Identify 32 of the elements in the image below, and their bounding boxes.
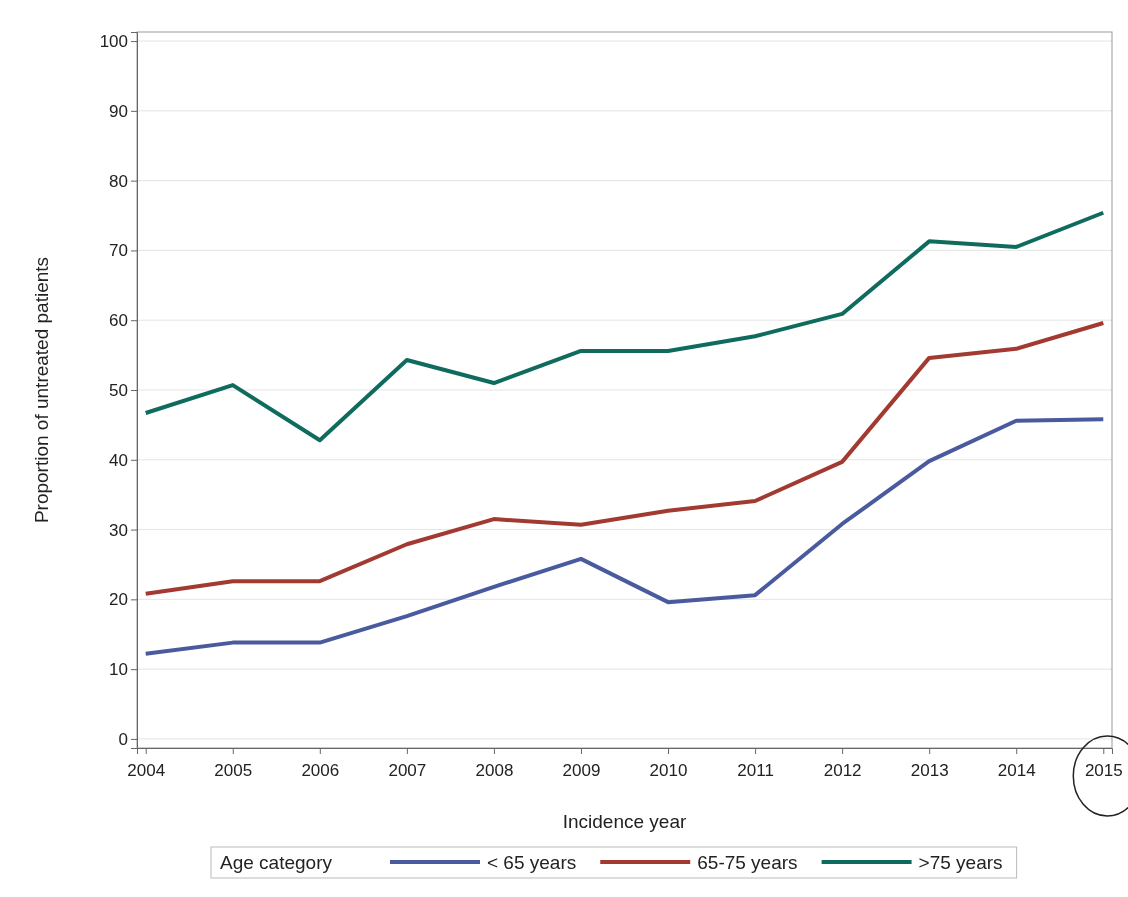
y-axis-title: Proportion of untreated patients (31, 256, 52, 524)
x-tick-label: 2010 (649, 760, 688, 780)
y-tick-label: 50 (109, 380, 128, 400)
x-tick-label: 2008 (475, 760, 514, 780)
x-tick-label: 2005 (214, 760, 253, 780)
y-tick-label: 100 (99, 32, 128, 52)
x-tick-label: 2007 (388, 760, 427, 780)
x-tick-label: 2012 (823, 760, 862, 780)
line-series (143, 417, 1106, 656)
y-tick-label: 60 (109, 311, 128, 331)
y-tick-label: 90 (109, 101, 128, 121)
y-tick-label: 20 (109, 590, 128, 610)
x-axis-title: Incidence year (562, 811, 687, 832)
legend-label: < 65 years (487, 852, 577, 873)
x-tick-label: 2015 (1084, 760, 1123, 780)
y-tick-label: 10 (109, 660, 128, 680)
legend-title: Age category (220, 852, 333, 873)
y-tick-label: 70 (109, 241, 128, 261)
line-series (143, 321, 1106, 596)
x-tick-label: 2009 (562, 760, 601, 780)
x-tick-label: 2006 (301, 760, 340, 780)
x-tick-label: 2013 (910, 760, 949, 780)
y-tick-label: 30 (109, 520, 128, 540)
line-series (143, 210, 1106, 443)
x-tick-label: 2004 (127, 760, 166, 780)
y-tick-label: 80 (109, 171, 128, 191)
y-tick-label: 0 (118, 729, 128, 749)
x-tick-label: 2011 (737, 760, 774, 780)
y-tick-label: 40 (109, 450, 128, 470)
legend-label: >75 years (918, 852, 1003, 873)
x-tick-label: 2014 (997, 760, 1036, 780)
legend-label: 65-75 years (697, 852, 798, 873)
